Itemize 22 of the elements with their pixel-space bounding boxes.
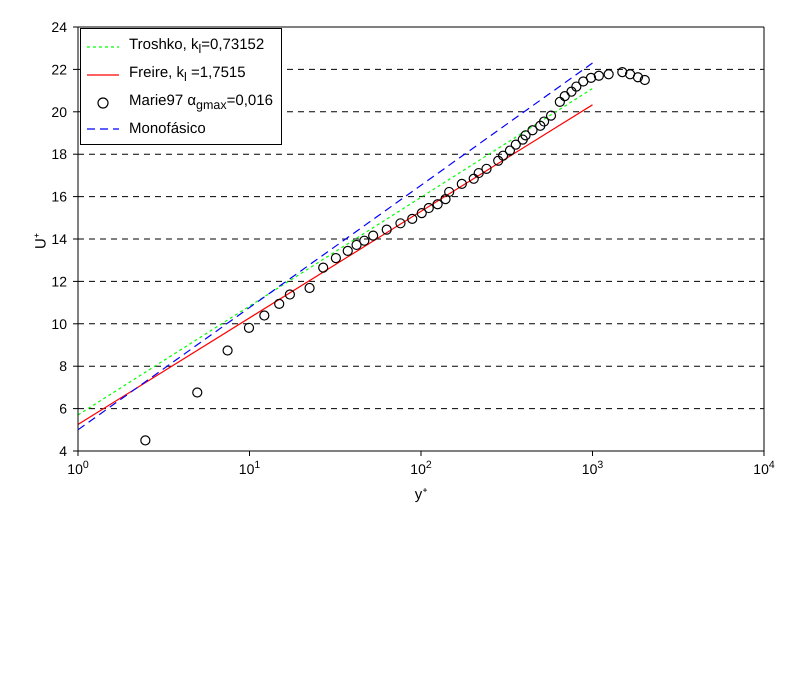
y-tick-label: 8 (59, 358, 68, 374)
legend-label: Freire, k$_{l}$ =1,7515 (129, 63, 246, 86)
x-tick-label: 10$^{2}$ (410, 459, 432, 477)
y-axis-title: U⁺ (32, 233, 50, 249)
y-tick-label: 10 (51, 316, 68, 332)
y-tick-label: 12 (51, 273, 68, 290)
legend-label: Marie97 α$_{gmax}$=0,016 (129, 91, 273, 114)
y-tick-label: 4 (59, 443, 68, 459)
y-tick-label: 24 (51, 19, 68, 35)
x-tick-label: 10$^{1}$ (238, 459, 260, 477)
y-tick-label: 14 (51, 231, 68, 247)
legend-label: Monofásico (129, 119, 206, 139)
y-tick-label: 18 (51, 146, 68, 162)
x-tick-label: 10$^{3}$ (582, 459, 604, 477)
y-tick-label: 22 (51, 61, 68, 78)
legend-label: Troshko, k$_{l}$=0,73152 (129, 35, 264, 58)
x-axis-title: y⁺ (414, 486, 428, 503)
y-tick-label: 20 (51, 104, 68, 120)
y-tick-label: 16 (51, 188, 68, 205)
y-tick-label: 6 (59, 400, 68, 417)
x-tick-label: 10$^{0}$ (67, 459, 89, 477)
x-tick-label: 10$^{4}$ (753, 459, 775, 477)
